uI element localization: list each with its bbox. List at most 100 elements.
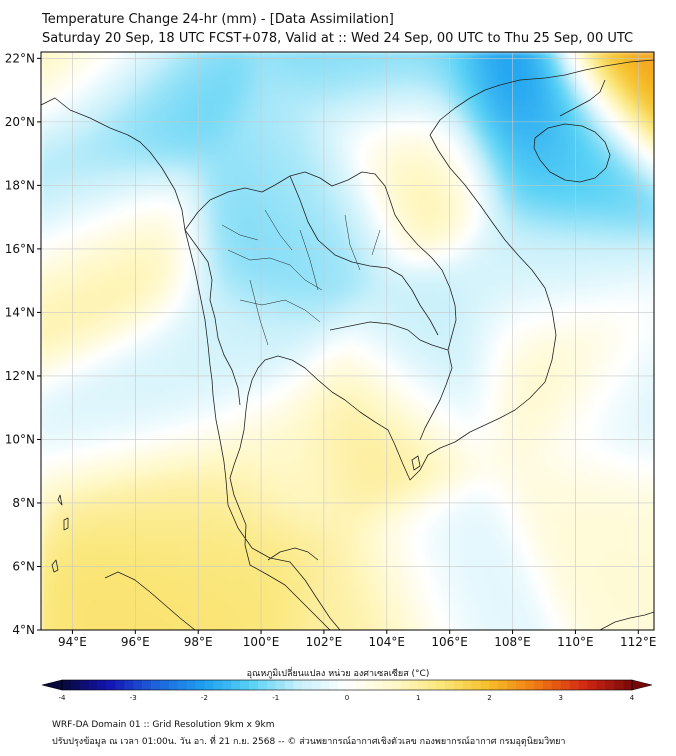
- colorbar-tick-label: 4: [630, 694, 635, 702]
- lat-tick-label: 8°N: [12, 496, 35, 510]
- lon-tick-label: 100°E: [243, 635, 280, 649]
- colorbar-segment: [480, 680, 490, 690]
- lon-tick-label: 112°E: [620, 635, 657, 649]
- colorbar-tick-label: 3: [559, 694, 563, 702]
- colorbar-segment: [453, 680, 464, 690]
- lon-tick-label: 108°E: [494, 635, 531, 649]
- axis-labels: 94°E 96°E 98°E 100°E 102°E 104°E 106°E 108°E 110…: [5, 51, 657, 649]
- colorbar-segment: [427, 680, 437, 690]
- colorbar-segment: [373, 680, 383, 690]
- colorbar-tick-label: -2: [201, 694, 208, 702]
- colorbar-segment: [151, 680, 161, 690]
- colorbar-segment: [106, 680, 116, 690]
- lat-tick-label: 12°N: [5, 369, 35, 383]
- colorbar-segment: [560, 680, 570, 690]
- colorbar-segment: [596, 680, 606, 690]
- colorbar-segment: [516, 680, 526, 690]
- colorbar-segment: [534, 680, 544, 690]
- colorbar-segment: [355, 680, 366, 690]
- coastline-borneo: [599, 611, 654, 630]
- border-thailand-cambodia: [329, 321, 449, 351]
- lat-tick-label: 6°N: [12, 559, 35, 573]
- coastlines-and-borders: [41, 59, 654, 630]
- border-thailand-west: [184, 229, 241, 406]
- colorbar-segment: [436, 680, 446, 690]
- colorbar-segment: [391, 680, 401, 690]
- colorbar-segment: [168, 680, 179, 690]
- colorbar-segment: [133, 680, 143, 690]
- colorbar-segment: [338, 680, 348, 690]
- colorbar-outline: [61, 679, 633, 691]
- colorbar-segment: [79, 680, 90, 690]
- colorbar-segment: [302, 680, 312, 690]
- colorbar-min-arrow: [41, 679, 63, 691]
- map-title: Temperature Change 24-hr (mm) - [Data As…: [42, 12, 394, 27]
- lat-tick-label: 16°N: [5, 242, 35, 256]
- colorbar-segment: [578, 680, 588, 690]
- colorbar-segment: [498, 680, 508, 690]
- colorbar-segment: [542, 680, 553, 690]
- colorbar-segment: [444, 680, 455, 690]
- map-subtitle: Saturday 20 Sep, 18 UTC FCST+078, Valid …: [42, 31, 634, 46]
- map-frame: [40, 51, 655, 631]
- colorbar-segment: [124, 680, 134, 690]
- graticule: [41, 52, 654, 630]
- lat-tick-label: 22°N: [5, 51, 35, 65]
- colorbar-segment: [275, 680, 285, 690]
- colorbar-segment: [525, 680, 535, 690]
- colorbar-segment: [507, 680, 517, 690]
- lon-tick-label: 106°E: [431, 635, 468, 649]
- colorbar-segment: [62, 680, 72, 690]
- colorbar-segment: [418, 680, 428, 690]
- colorbar-segment: [222, 680, 232, 690]
- colorbar-segment: [231, 680, 241, 690]
- colorbar-segment: [587, 680, 597, 690]
- colorbar-segment: [213, 680, 223, 690]
- lon-tick-label: 110°E: [557, 635, 594, 649]
- colorbar-segment: [569, 680, 579, 690]
- lon-tick-label: 96°E: [121, 635, 150, 649]
- island-phu-quoc: [411, 455, 421, 471]
- colorbar-segment: [186, 680, 196, 690]
- coastline-leizhou: [559, 79, 606, 117]
- lon-tick-label: 94°E: [58, 635, 87, 649]
- colorbar-segment: [284, 680, 294, 690]
- colorbar-segment: [614, 680, 624, 690]
- colorbar-segment: [347, 680, 357, 690]
- colorbar-tick-label: 2: [487, 694, 491, 702]
- colorbar-segment: [311, 680, 321, 690]
- temperature-field: [41, 52, 654, 630]
- colorbar-segment: [471, 680, 481, 690]
- lat-tick-label: 18°N: [5, 178, 35, 192]
- colorbar-segment: [551, 680, 562, 690]
- border-myanmar-thailand: [184, 171, 396, 231]
- lat-tick-label: 10°N: [5, 432, 35, 446]
- colorbar-segment: [409, 680, 419, 690]
- colorbar-segment: [605, 680, 615, 690]
- lat-tick-label: 14°N: [5, 305, 35, 319]
- colorbar-segment: [320, 680, 330, 690]
- andaman-islands: [51, 494, 69, 573]
- colorbar-segment: [489, 680, 499, 690]
- colorbar-segment: [400, 680, 410, 690]
- colorbar-segment: [623, 680, 633, 690]
- colorbar-segment: [204, 680, 214, 690]
- colorbar-segment: [364, 680, 375, 690]
- provincial-borders: [221, 209, 381, 346]
- footer-model-info: WRF-DA Domain 01 :: Grid Resolution 9km …: [52, 720, 275, 730]
- colorbar-segment: [293, 680, 303, 690]
- border-thailand-laos: [289, 175, 439, 336]
- lon-tick-label: 102°E: [306, 635, 343, 649]
- lat-tick-label: 4°N: [12, 623, 35, 637]
- colorbar-segment: [249, 680, 259, 690]
- colorbar-segment: [462, 680, 472, 690]
- coastline-sumatra: [104, 571, 196, 630]
- colorbar-title: อุณหภูมิเปลี่ยนแปลง หน่วย องศาเซลเซียส (…: [246, 669, 430, 679]
- lat-tick-label: 20°N: [5, 115, 35, 129]
- colorbar-tick-label: -1: [272, 694, 279, 702]
- colorbar-segment: [266, 680, 277, 690]
- colorbar-segment: [115, 680, 125, 690]
- colorbar-segment: [177, 680, 187, 690]
- lon-tick-label: 98°E: [184, 635, 213, 649]
- colorbar-tick-label: -4: [59, 694, 67, 702]
